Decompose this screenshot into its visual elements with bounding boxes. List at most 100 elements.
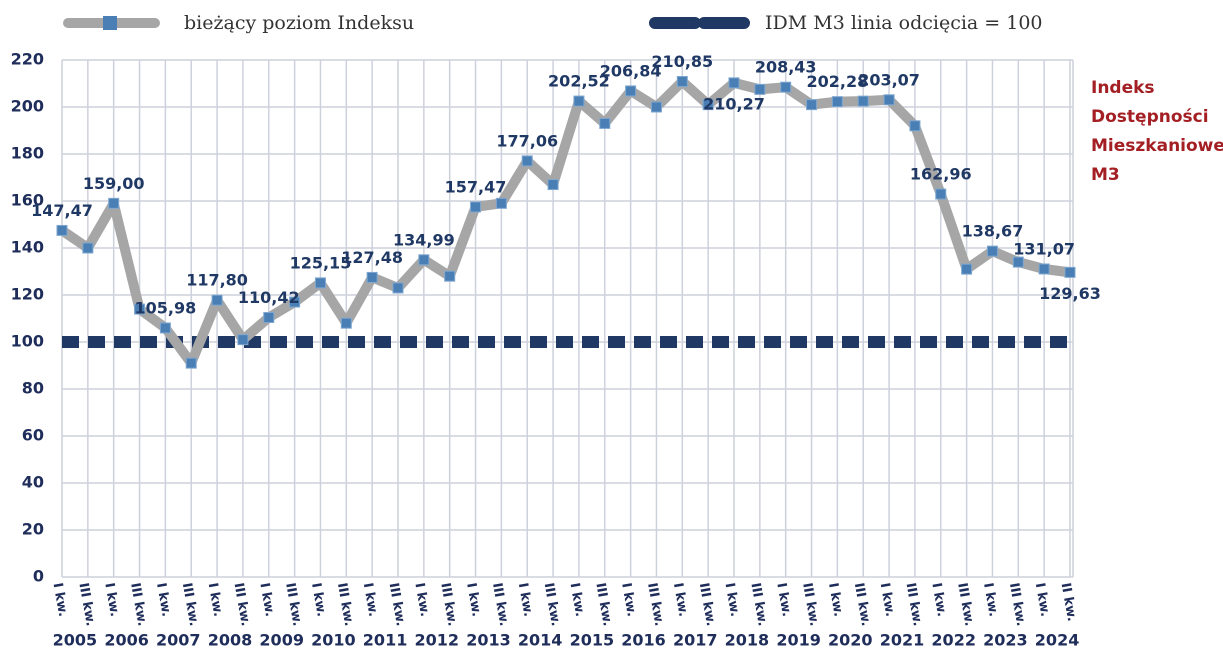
- marker: [961, 263, 973, 275]
- x-tick-label: III kw.: [282, 582, 304, 628]
- marker: [366, 271, 378, 283]
- x-tick-label: III kw.: [954, 582, 976, 628]
- y-tick-label: 100: [11, 332, 44, 351]
- marker: [1038, 263, 1050, 275]
- marker: [754, 83, 766, 95]
- value-label: 203,07: [858, 70, 920, 89]
- y-tick-label: 0: [33, 567, 44, 586]
- marker: [702, 99, 714, 111]
- marker: [185, 357, 197, 369]
- x-tick-label: I kw.: [1032, 582, 1053, 618]
- y-tick-label: 120: [11, 285, 44, 304]
- x-tick-label: I kw.: [153, 582, 174, 618]
- value-label: 127,48: [341, 248, 403, 267]
- marker: [573, 95, 585, 107]
- x-tick-label: III kw.: [696, 582, 718, 628]
- marker: [134, 303, 146, 315]
- y-tick-label: 20: [22, 520, 44, 539]
- value-label: 110,42: [238, 288, 300, 307]
- marker: [831, 96, 843, 108]
- y-tick-label: 220: [11, 50, 44, 69]
- x-tick-label: III kw.: [799, 582, 821, 628]
- x-tick-label: I kw.: [463, 582, 484, 618]
- year-label: 2012: [415, 631, 460, 650]
- value-label: 202,28: [807, 72, 869, 91]
- annotation: Mieszkaniowej: [1091, 136, 1223, 156]
- marker: [159, 322, 171, 334]
- marker: [289, 296, 301, 308]
- marker: [780, 81, 792, 93]
- year-label: 2010: [311, 631, 356, 650]
- marker: [547, 179, 559, 191]
- marker: [986, 245, 998, 257]
- value-label: 159,00: [83, 174, 145, 193]
- year-label: 2017: [673, 631, 718, 650]
- x-tick-label: I kw.: [50, 582, 71, 618]
- x-tick-label: III kw.: [437, 582, 459, 628]
- x-tick-label: I kw.: [515, 582, 536, 618]
- marker: [56, 224, 68, 236]
- value-label: 105,98: [135, 298, 197, 317]
- marker: [806, 99, 818, 111]
- x-tick-label: III kw.: [179, 582, 201, 628]
- x-tick-label: I kw.: [618, 582, 639, 618]
- y-tick-label: 200: [11, 97, 44, 116]
- legend-marker: [103, 16, 117, 30]
- year-label: 2006: [104, 631, 149, 650]
- year-label: 2011: [363, 631, 408, 650]
- x-tick-label: III kw.: [75, 582, 97, 628]
- marker: [211, 294, 223, 306]
- year-label: 2013: [466, 631, 511, 650]
- value-label: 210,85: [651, 52, 713, 71]
- year-label: 2007: [156, 631, 201, 650]
- year-label: 2009: [259, 631, 304, 650]
- x-tick-label: I kw.: [205, 582, 226, 618]
- marker: [82, 242, 94, 254]
- x-tick-label: III kw.: [851, 582, 873, 628]
- year-label: 2005: [53, 631, 98, 650]
- x-tick-label: III kw.: [127, 582, 149, 628]
- x-tick-label: III kw.: [903, 582, 925, 628]
- x-tick-label: III kw.: [644, 582, 666, 628]
- marker: [1012, 256, 1024, 268]
- value-label: 157,47: [445, 177, 507, 196]
- x-tick-label: I kw.: [722, 582, 743, 618]
- x-tick-label: III kw.: [747, 582, 769, 628]
- y-tick-label: 80: [22, 379, 44, 398]
- x-tick-label: I kw.: [360, 582, 381, 618]
- marker: [470, 201, 482, 213]
- x-tick-label: III kw.: [334, 582, 356, 628]
- x-tick-label: III kw.: [592, 582, 614, 628]
- marker: [392, 282, 404, 294]
- index-line: [57, 76, 1075, 369]
- year-label: 2024: [1035, 631, 1080, 650]
- x-tick-label: I kw.: [256, 582, 277, 618]
- marker: [495, 197, 507, 209]
- marker: [857, 95, 869, 107]
- value-label: 206,84: [600, 61, 662, 80]
- y-tick-label: 160: [11, 191, 44, 210]
- year-label: 2014: [518, 631, 563, 650]
- x-tick-label: II kw.: [1058, 582, 1080, 623]
- x-tick-label: I kw.: [101, 582, 122, 618]
- legend-label: bieżący poziom Indeksu: [184, 12, 414, 34]
- year-label: 2008: [208, 631, 253, 650]
- x-tick-label: III kw.: [541, 582, 563, 628]
- x-tick-label: I kw.: [877, 582, 898, 618]
- marker: [650, 101, 662, 113]
- annotation: Indeks: [1091, 78, 1155, 98]
- year-label: 2018: [725, 631, 770, 650]
- x-tick-label: III kw.: [1006, 582, 1028, 628]
- value-label: 162,96: [910, 165, 972, 184]
- x-tick-label: III kw.: [231, 582, 253, 628]
- year-label: 2023: [983, 631, 1028, 650]
- marker: [728, 77, 740, 89]
- x-tick-label: I kw.: [411, 582, 432, 618]
- y-tick-label: 60: [22, 426, 44, 445]
- marker: [418, 254, 430, 266]
- year-label: 2015: [570, 631, 615, 650]
- year-label: 2016: [621, 631, 666, 650]
- value-label: 131,07: [1013, 239, 1075, 258]
- marker: [625, 85, 637, 97]
- value-label: 202,52: [548, 72, 610, 91]
